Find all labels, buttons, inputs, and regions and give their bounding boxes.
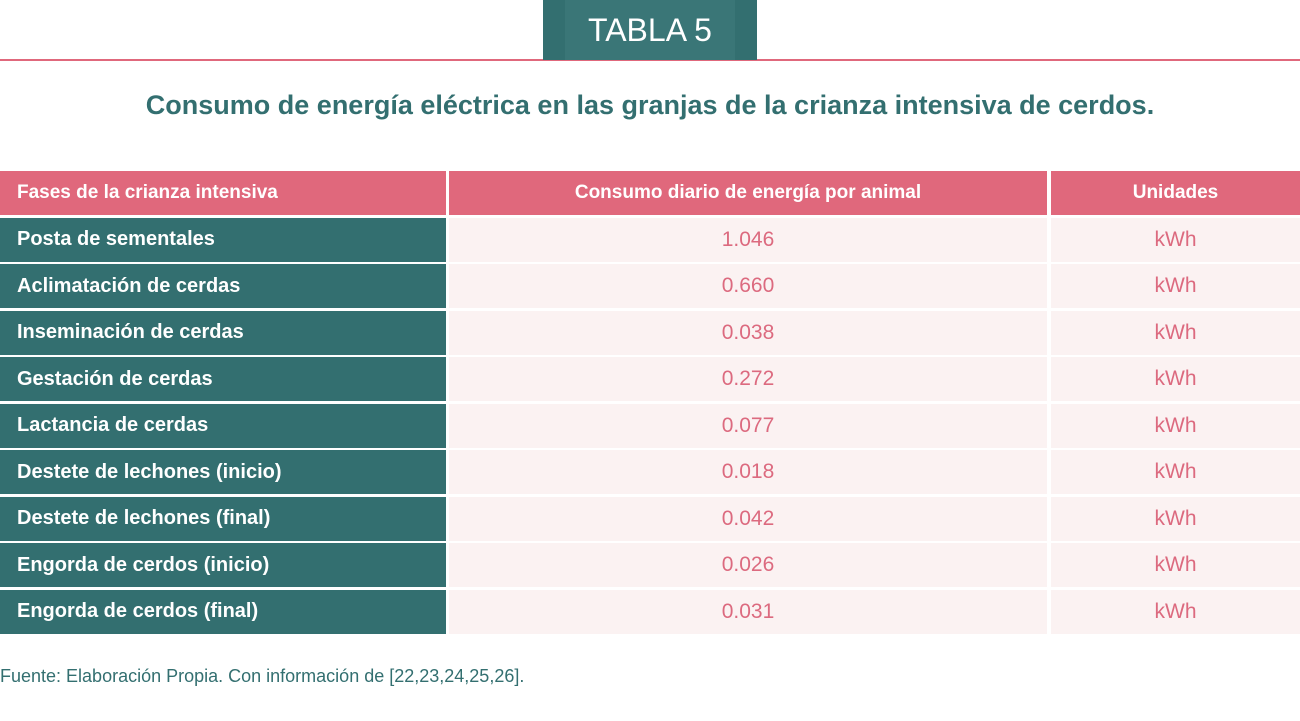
consumption-value-cell: 0.018 <box>449 450 1047 494</box>
table-row: Destete de lechones (inicio) 0.018 kWh <box>0 450 1300 497</box>
unit-cell: kWh <box>1051 357 1300 401</box>
phase-cell: Inseminación de cerdas <box>0 310 446 355</box>
unit-cell: kWh <box>1051 496 1300 541</box>
table-row: Lactancia de cerdas 0.077 kWh <box>0 403 1300 451</box>
column-header-units: Unidades <box>1051 171 1300 215</box>
phase-cell: Aclimatación de cerdas <box>0 264 446 308</box>
unit-cell: kWh <box>1051 264 1300 308</box>
consumption-value-cell: 0.026 <box>449 543 1047 587</box>
table-row: Inseminación de cerdas 0.038 kWh <box>0 310 1300 358</box>
phase-cell: Lactancia de cerdas <box>0 403 446 448</box>
phase-cell: Engorda de cerdos (final) <box>0 589 446 634</box>
table-body: Posta de sementales 1.046 kWh Aclimatación … <box>0 217 1300 637</box>
unit-cell: kWh <box>1051 310 1300 355</box>
consumption-value-cell: 0.031 <box>449 589 1047 634</box>
table-row: Aclimatación de cerdas 0.660 kWh <box>0 264 1300 311</box>
badge-inner-panel <box>565 0 735 60</box>
table-row: Destete de lechones (final) 0.042 kWh <box>0 496 1300 544</box>
unit-cell: kWh <box>1051 543 1300 587</box>
consumption-value-cell: 0.660 <box>449 264 1047 308</box>
table-row: Posta de sementales 1.046 kWh <box>0 217 1300 265</box>
consumption-value-cell: 0.272 <box>449 357 1047 401</box>
unit-cell: kWh <box>1051 589 1300 634</box>
phase-cell: Destete de lechones (final) <box>0 496 446 541</box>
column-header-consumption: Consumo diario de energía por animal <box>449 171 1047 215</box>
source-note: Fuente: Elaboración Propia. Con informac… <box>0 666 525 686</box>
phase-cell: Posta de sementales <box>0 217 446 262</box>
phase-cell: Gestación de cerdas <box>0 357 446 401</box>
phase-cell: Destete de lechones (inicio) <box>0 450 446 494</box>
table-row: Gestación de cerdas 0.272 kWh <box>0 357 1300 404</box>
table-number-badge: TABLA 5 <box>543 0 757 60</box>
unit-cell: kWh <box>1051 217 1300 262</box>
table-header-row: Fases de la crianza intensiva Consumo di… <box>0 171 1300 218</box>
unit-cell: kWh <box>1051 403 1300 448</box>
table-row: Engorda de cerdos (final) 0.031 kWh <box>0 589 1300 637</box>
unit-cell: kWh <box>1051 450 1300 494</box>
table-row: Engorda de cerdos (inicio) 0.026 kWh <box>0 543 1300 590</box>
table-title: Consumo de energía eléctrica en las gran… <box>145 90 1155 120</box>
energy-consumption-table: Fases de la crianza intensiva Consumo di… <box>0 171 1300 636</box>
consumption-value-cell: 1.046 <box>449 217 1047 262</box>
table-number-label: TABLA 5 <box>588 12 712 48</box>
column-header-phase: Fases de la crianza intensiva <box>0 171 446 215</box>
consumption-value-cell: 0.077 <box>449 403 1047 448</box>
phase-cell: Engorda de cerdos (inicio) <box>0 543 446 587</box>
consumption-value-cell: 0.042 <box>449 496 1047 541</box>
header-divider <box>0 59 1300 61</box>
consumption-value-cell: 0.038 <box>449 310 1047 355</box>
